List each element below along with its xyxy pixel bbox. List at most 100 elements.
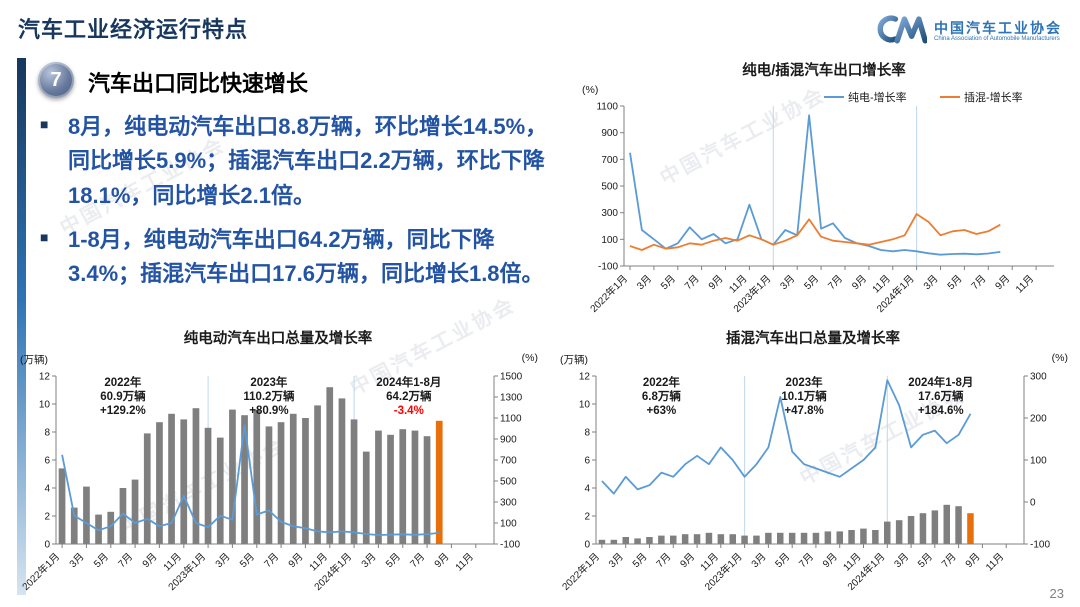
svg-text:12: 12 [39, 372, 51, 383]
volume-bar [777, 532, 784, 544]
volume-bar [658, 535, 665, 544]
bullet-list: 8月，纯电动汽车出口8.8万辆，环比增长14.5%，同比增长5.9%；插混汽车出… [40, 110, 548, 302]
annotation-period: 2024年1-8月 [908, 375, 973, 389]
chart-phev-export-total: 插混汽车出口总量及增长率 (万辆) (%) 12 10 8 6 4 2 0 300 200 100… [556, 328, 1070, 600]
volume-bar [289, 413, 297, 544]
growth-line-plot: 1100 900 700 500 300 100 -100 2022年1月 3月 5月 7月 9月 11… [578, 82, 1070, 318]
volume-bar [824, 531, 832, 544]
x-axis-label: 2022年1月 [19, 550, 62, 593]
volume-bar [681, 534, 689, 544]
svg-text:100: 100 [601, 235, 618, 246]
x-axis-label: 9月 [993, 273, 1012, 292]
volume-bar [812, 532, 820, 544]
volume-bar [192, 408, 200, 544]
volume-bar [907, 516, 915, 544]
volume-bar [967, 513, 974, 544]
svg-text:0: 0 [584, 540, 590, 551]
volume-bar [919, 513, 927, 544]
volume-bar [70, 507, 78, 544]
svg-text:10: 10 [579, 400, 591, 411]
x-axis-label: 5月 [383, 551, 402, 570]
volume-bar [375, 430, 382, 544]
legend-label: 纯电-增长率 [848, 90, 907, 104]
svg-text:900: 900 [500, 435, 517, 446]
volume-bar [143, 433, 151, 544]
volume-bar [670, 535, 677, 544]
annotation-total: 6.8万辆 [642, 389, 681, 403]
annotation-growth: +80.9% [249, 405, 288, 417]
x-axis-label: 5月 [945, 273, 964, 292]
volume-bar [765, 532, 772, 544]
section-number-badge: 7 [38, 62, 74, 98]
accent-bar [17, 58, 26, 595]
volume-bar [895, 520, 903, 544]
volume-bar [156, 422, 163, 544]
bullet-item: 8月，纯电动汽车出口8.8万辆，环比增长14.5%，同比增长5.9%；插混汽车出… [40, 110, 548, 213]
svg-text:200: 200 [1030, 414, 1047, 425]
x-axis-label: 3月 [213, 551, 232, 570]
volume-bar [58, 468, 66, 544]
x-axis-label: 9月 [850, 273, 869, 292]
svg-text:0: 0 [1030, 498, 1036, 509]
x-axis-label: 3月 [359, 551, 378, 570]
volume-bar [131, 479, 139, 544]
volume-bar [435, 420, 443, 544]
caam-logo: 中国汽车工业协会 China Association of Automobile… [871, 12, 1062, 51]
x-axis-label: 7月 [408, 551, 427, 570]
volume-bar [326, 387, 334, 544]
annotation-total: 10.1万辆 [781, 389, 827, 403]
svg-text:2: 2 [584, 512, 590, 523]
volume-bar [338, 398, 346, 544]
volume-bar [399, 429, 407, 544]
right-axis-unit: (%) [521, 352, 538, 364]
x-axis-label: 9月 [678, 551, 697, 570]
svg-text:4: 4 [584, 484, 590, 495]
chart-title: 纯电动汽车出口总量及增长率 [183, 331, 373, 347]
x-axis-label: 5月 [91, 551, 110, 570]
page-number: 23 [1049, 586, 1064, 601]
annotation-period: 2022年 [643, 375, 681, 389]
svg-text:10: 10 [39, 400, 51, 411]
svg-text:700: 700 [601, 155, 618, 166]
x-axis-label: 7月 [797, 551, 816, 570]
growth-line [629, 213, 1001, 251]
x-axis-label: 3月 [606, 551, 625, 570]
annotation-growth: +47.8% [784, 405, 823, 417]
volume-bar [107, 511, 115, 544]
svg-text:-100: -100 [500, 540, 520, 551]
svg-text:1100: 1100 [500, 414, 522, 425]
annotation-growth: -3.4% [394, 405, 424, 417]
volume-bar [788, 532, 796, 544]
svg-text:2: 2 [44, 512, 50, 523]
svg-text:8: 8 [44, 428, 50, 439]
x-axis-label: 11月 [453, 551, 476, 574]
chart-svg: 12 10 8 6 4 2 0 1500 1300 1100 900 700 500 300 100 -100… [19, 372, 522, 593]
annotation-total: 17.6万辆 [918, 389, 964, 403]
svg-text:6: 6 [44, 456, 50, 467]
growth-line [629, 114, 1001, 256]
x-axis-label: 5月 [237, 551, 256, 570]
x-axis-label: 7月 [116, 551, 135, 570]
volume-bar [362, 451, 370, 544]
x-axis-label: 3月 [749, 551, 768, 570]
x-axis-label: 9月 [286, 551, 305, 570]
bev-bar-line-plot: 12 10 8 6 4 2 0 1500 1300 1100 900 700 500 300 100 -100… [16, 350, 540, 600]
chart-ev-export-growth: 纯电/插混汽车出口增长率 (%) 1100 900 700 500 300 100 -100… [578, 60, 1070, 318]
x-axis-label: 3月 [921, 273, 940, 292]
x-axis-label: 7月 [939, 551, 958, 570]
left-axis-unit: (万辆) [560, 354, 588, 366]
cm-logo-icon [871, 12, 928, 51]
svg-text:500: 500 [601, 182, 618, 193]
bullet-item: 1-8月，纯电动汽车出口64.2万辆，同比下降3.4%；插混汽车出口17.6万辆… [40, 223, 548, 292]
x-axis-label: 9月 [820, 551, 839, 570]
svg-text:4: 4 [44, 484, 50, 495]
volume-bar [872, 530, 879, 544]
x-axis-label: 3月 [778, 273, 797, 292]
volume-bar [705, 532, 713, 544]
annotation-growth: +184.6% [918, 405, 964, 417]
chart-title: 纯电/插混汽车出口增长率 [742, 63, 906, 79]
volume-bar [216, 437, 224, 544]
volume-bar [119, 488, 127, 544]
volume-bar [931, 510, 939, 544]
